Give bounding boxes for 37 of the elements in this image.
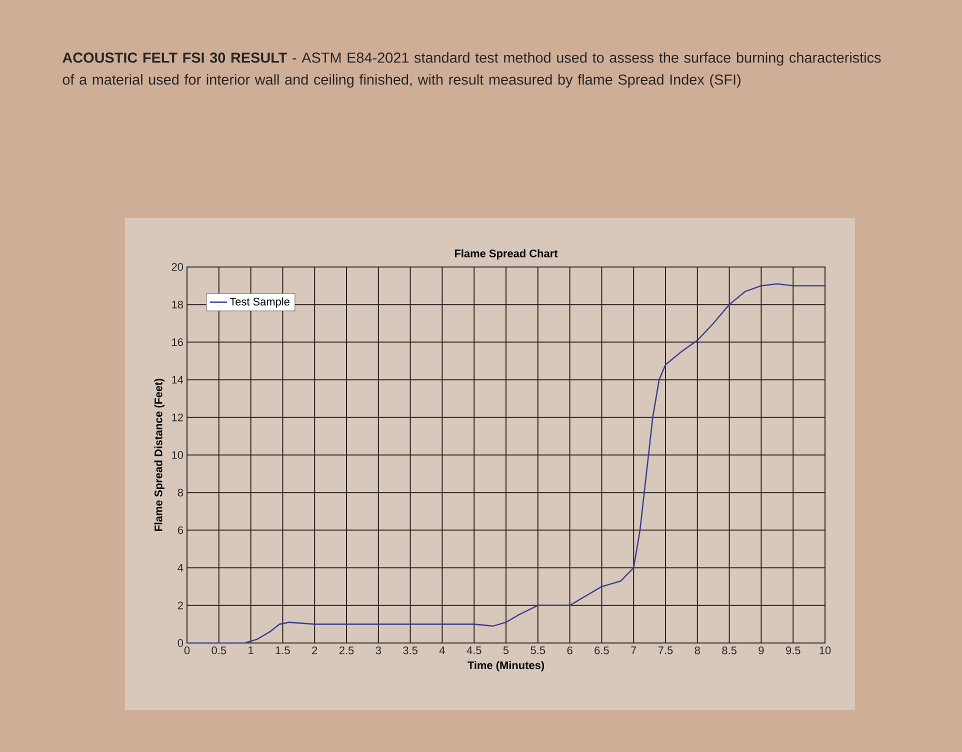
y-axis-title: Flame Spread Distance (Feet) (154, 378, 164, 531)
x-tick-label: 0.5 (212, 646, 226, 654)
x-tick-label: 2.5 (339, 646, 354, 654)
y-tick-label: 0 (178, 639, 184, 647)
x-tick-label: 4.5 (466, 646, 482, 654)
x-tick-label: 4 (439, 646, 445, 654)
x-tick-label: 9.5 (786, 646, 800, 654)
x-tick-label: 3.5 (403, 646, 418, 654)
x-tick-label: 7.5 (658, 646, 673, 654)
x-tick-label: 10 (820, 646, 831, 654)
x-tick-label: 8.5 (722, 646, 736, 654)
y-tick-label: 4 (178, 564, 184, 572)
x-tick-label: 9 (758, 646, 764, 654)
x-tick-label: 5.5 (530, 646, 546, 654)
x-tick-label: 1.5 (276, 646, 290, 654)
y-tick-label: 14 (172, 376, 184, 384)
x-tick-label: 5 (503, 646, 509, 654)
x-tick-label: 2 (312, 646, 318, 654)
x-tick-label: 8 (694, 646, 700, 654)
y-tick-label: 12 (172, 414, 183, 422)
x-tick-label: 7 (631, 646, 636, 654)
x-tick-label: 6.5 (594, 646, 609, 654)
x-tick-label: 3 (376, 646, 381, 654)
x-tick-label: 6 (567, 646, 572, 654)
y-tick-label: 20 (172, 263, 184, 271)
legend-label: Test Sample (230, 297, 290, 308)
chart-title: Flame Spread Chart (454, 249, 558, 260)
x-axis-title: Time (Minutes) (468, 661, 544, 672)
y-tick-label: 8 (178, 488, 184, 496)
y-tick-label: 6 (178, 526, 184, 534)
chart-subtitle: ACOUSTIC FELT FSI 30 RESULT - ASTM E84-2021 standard test method used to assess the surface burning characteristics of a material used for interior wall and ceiling finished, with result measured by flame Spread Index (SFI) (62, 52, 881, 88)
y-tick-label: 2 (178, 602, 183, 610)
x-tick-label: 1 (248, 646, 254, 654)
y-tick-label: 18 (172, 300, 183, 308)
x-tick-label: 0 (184, 646, 190, 654)
y-tick-label: 10 (172, 451, 184, 459)
y-tick-label: 16 (172, 338, 183, 346)
